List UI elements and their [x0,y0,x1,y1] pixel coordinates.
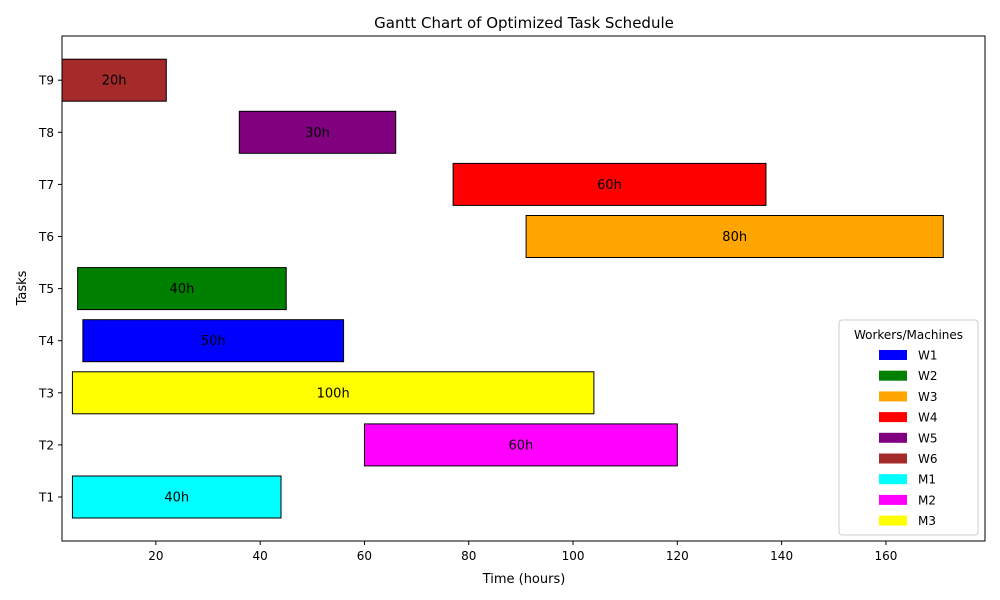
bar-label-t6: 80h [722,230,747,245]
x-tick-label: 160 [874,549,897,563]
bars-layer: 40h 60h 100h 50h 40h 80h 60h 30h 20h [61,58,944,519]
legend-label-w5: W5 [918,431,938,445]
legend-label-w2: W2 [918,369,938,383]
y-axis-label: Tasks [15,270,30,306]
bar-label-t1: 40h [164,491,189,506]
y-tick-label: T2 [38,438,54,452]
legend-swatch-w2 [879,370,907,381]
legend-label-w4: W4 [918,411,938,425]
legend-swatch-m1 [879,474,907,485]
legend-swatch-w4 [879,412,907,423]
x-tick-label: 80 [461,549,476,563]
bar-t6 [525,215,944,258]
legend-label-m3: M3 [918,514,936,528]
bar-label-t9: 20h [102,74,127,89]
y-tick-label: T6 [38,230,54,244]
legend-title: Workers/Machines [854,328,963,342]
bar-label-t8: 30h [305,126,330,141]
bar-label-t2: 60h [509,438,534,453]
x-tick-label: 20 [148,549,163,563]
legend-items: W1 W2 W3 W4 W5 W6 M1 M2 M3 [879,349,938,528]
bar-t2 [363,423,678,467]
y-tick-label: T3 [38,386,54,400]
x-axis-ticks: 20 40 60 80 100 120 140 160 [148,541,897,563]
y-tick-label: T4 [38,334,54,348]
x-tick-label: 100 [562,549,585,563]
legend-box [838,319,979,536]
bar-t4 [82,319,345,363]
y-tick-label: T1 [38,491,54,505]
bar-label-t3: 100h [317,386,350,401]
y-axis-ticks: T1 T2 T3 T4 T5 T6 T7 T8 T9 [38,74,62,505]
legend-swatch-w1 [879,350,907,360]
chart-title: Gantt Chart of Optimized Task Schedule [374,14,674,32]
bar-t7 [452,162,767,206]
x-tick-label: 60 [357,549,372,563]
bar-t1 [71,475,282,519]
y-tick-label: T8 [38,126,54,140]
bar-t5 [77,267,287,311]
legend-swatch-w3 [879,391,907,402]
legend-label-m1: M1 [918,473,936,487]
legend-swatch-w6 [879,453,907,464]
legend-swatch-w5 [879,432,907,443]
y-tick-label: T9 [38,74,54,88]
x-tick-label: 120 [666,549,689,563]
y-tick-label: T7 [38,178,54,192]
y-tick-label: T5 [38,282,54,296]
legend-label-m2: M2 [918,493,936,507]
legend-label-w3: W3 [918,390,938,404]
legend-label-w1: W1 [918,349,938,363]
x-tick-label: 140 [770,549,793,563]
x-tick-label: 40 [253,549,268,563]
bar-label-t5: 40h [170,282,195,297]
bar-label-t7: 60h [597,178,622,193]
bar-label-t4: 50h [201,334,226,349]
legend-swatch-m3 [879,515,907,526]
legend-label-w6: W6 [918,452,938,466]
legend-swatch-m2 [879,494,907,505]
bar-t8 [238,110,397,154]
legend: Workers/Machines W1 W2 W3 W4 W5 W6 M1 M2 M3 [838,319,979,536]
bar-t3 [71,371,595,415]
x-axis-label: Time (hours) [482,572,566,587]
